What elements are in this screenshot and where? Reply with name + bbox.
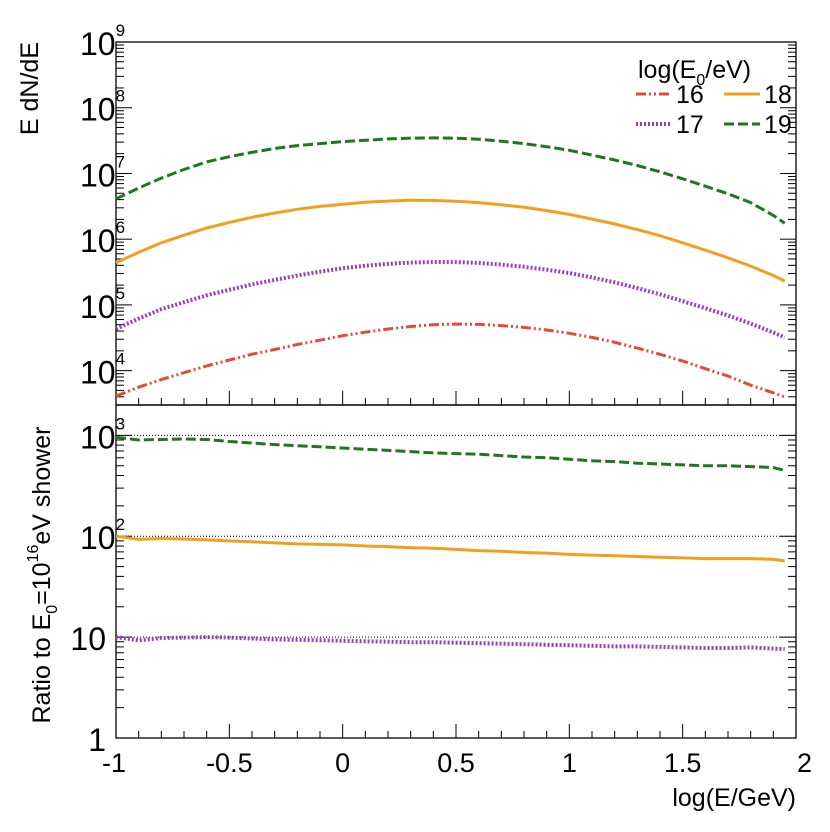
top-y-tick-label: 107 xyxy=(80,152,125,193)
legend-title-end: /eV) xyxy=(705,56,751,84)
top-x-ticks xyxy=(115,391,797,405)
top-y-tick-labels: 104 105 106 107 108 109 xyxy=(80,21,125,391)
legend-label-18: 18 xyxy=(764,81,792,109)
x-tick-label: 0 xyxy=(335,748,350,778)
bottom-y-tick-labels: 1 10 102 103 xyxy=(70,414,125,758)
bottom-series-18-line xyxy=(115,534,785,563)
bottom-y-tick-label: 103 xyxy=(80,414,125,455)
top-y-tick-label: 104 xyxy=(80,350,125,391)
legend: log(E0/eV) 16 18 17 19 xyxy=(636,56,792,139)
top-y-ticks xyxy=(116,41,796,406)
top-series-19-line xyxy=(115,136,786,225)
bottom-y-ticks xyxy=(116,404,796,739)
bottom-reference-lines xyxy=(116,434,796,638)
legend-title-main: log(E xyxy=(638,56,696,84)
legend-label-16: 16 xyxy=(676,81,704,109)
top-series-16-line xyxy=(115,322,786,399)
top-y-tick-label: 106 xyxy=(80,218,125,259)
x-tick-label: -1 xyxy=(102,748,126,778)
bottom-y-tick-label: 10 xyxy=(70,621,106,657)
top-series-18-line xyxy=(115,198,786,283)
x-tick-label: -0.5 xyxy=(206,748,253,778)
bottom-panel: 1 10 102 103 -1 -0.5 0 0.5 1 1.5 2 Ratio to E0=10… xyxy=(25,404,812,812)
x-tick-label: 2 xyxy=(797,748,812,778)
bottom-y-tick-label: 102 xyxy=(80,515,125,556)
legend-label-19: 19 xyxy=(764,111,792,139)
bottom-series-17-line xyxy=(115,635,785,652)
top-y-tick-label: 108 xyxy=(80,87,125,128)
x-axis-label: log(E/GeV) xyxy=(672,784,796,812)
legend-entries: 16 18 17 19 xyxy=(636,81,792,139)
top-y-tick-label: 105 xyxy=(80,284,125,325)
top-series-17-line xyxy=(115,259,786,340)
bottom-x-ticks xyxy=(115,724,797,738)
top-y-tick-label: 109 xyxy=(80,21,125,62)
x-tick-label: 0.5 xyxy=(437,748,475,778)
legend-title: log(E0/eV) xyxy=(638,56,751,89)
x-tick-label: 1 xyxy=(562,748,577,778)
bottom-y-axis-label: Ratio to E0=1016eV shower xyxy=(25,426,61,723)
legend-title-subscript: 0 xyxy=(696,72,705,89)
x-tick-labels: -1 -0.5 0 0.5 1 1.5 2 xyxy=(102,748,812,778)
bottom-series-19-line xyxy=(115,435,786,472)
top-series xyxy=(115,136,786,399)
top-panel: 104 105 106 107 108 109 E dN/dE log(E0/eV) 16… xyxy=(16,21,797,406)
top-y-axis-label: E dN/dE xyxy=(16,42,44,135)
bottom-y-tick-label: 1 xyxy=(88,722,106,758)
bottom-series xyxy=(115,435,786,652)
legend-label-17: 17 xyxy=(676,111,704,139)
x-tick-label: 1.5 xyxy=(664,748,702,778)
